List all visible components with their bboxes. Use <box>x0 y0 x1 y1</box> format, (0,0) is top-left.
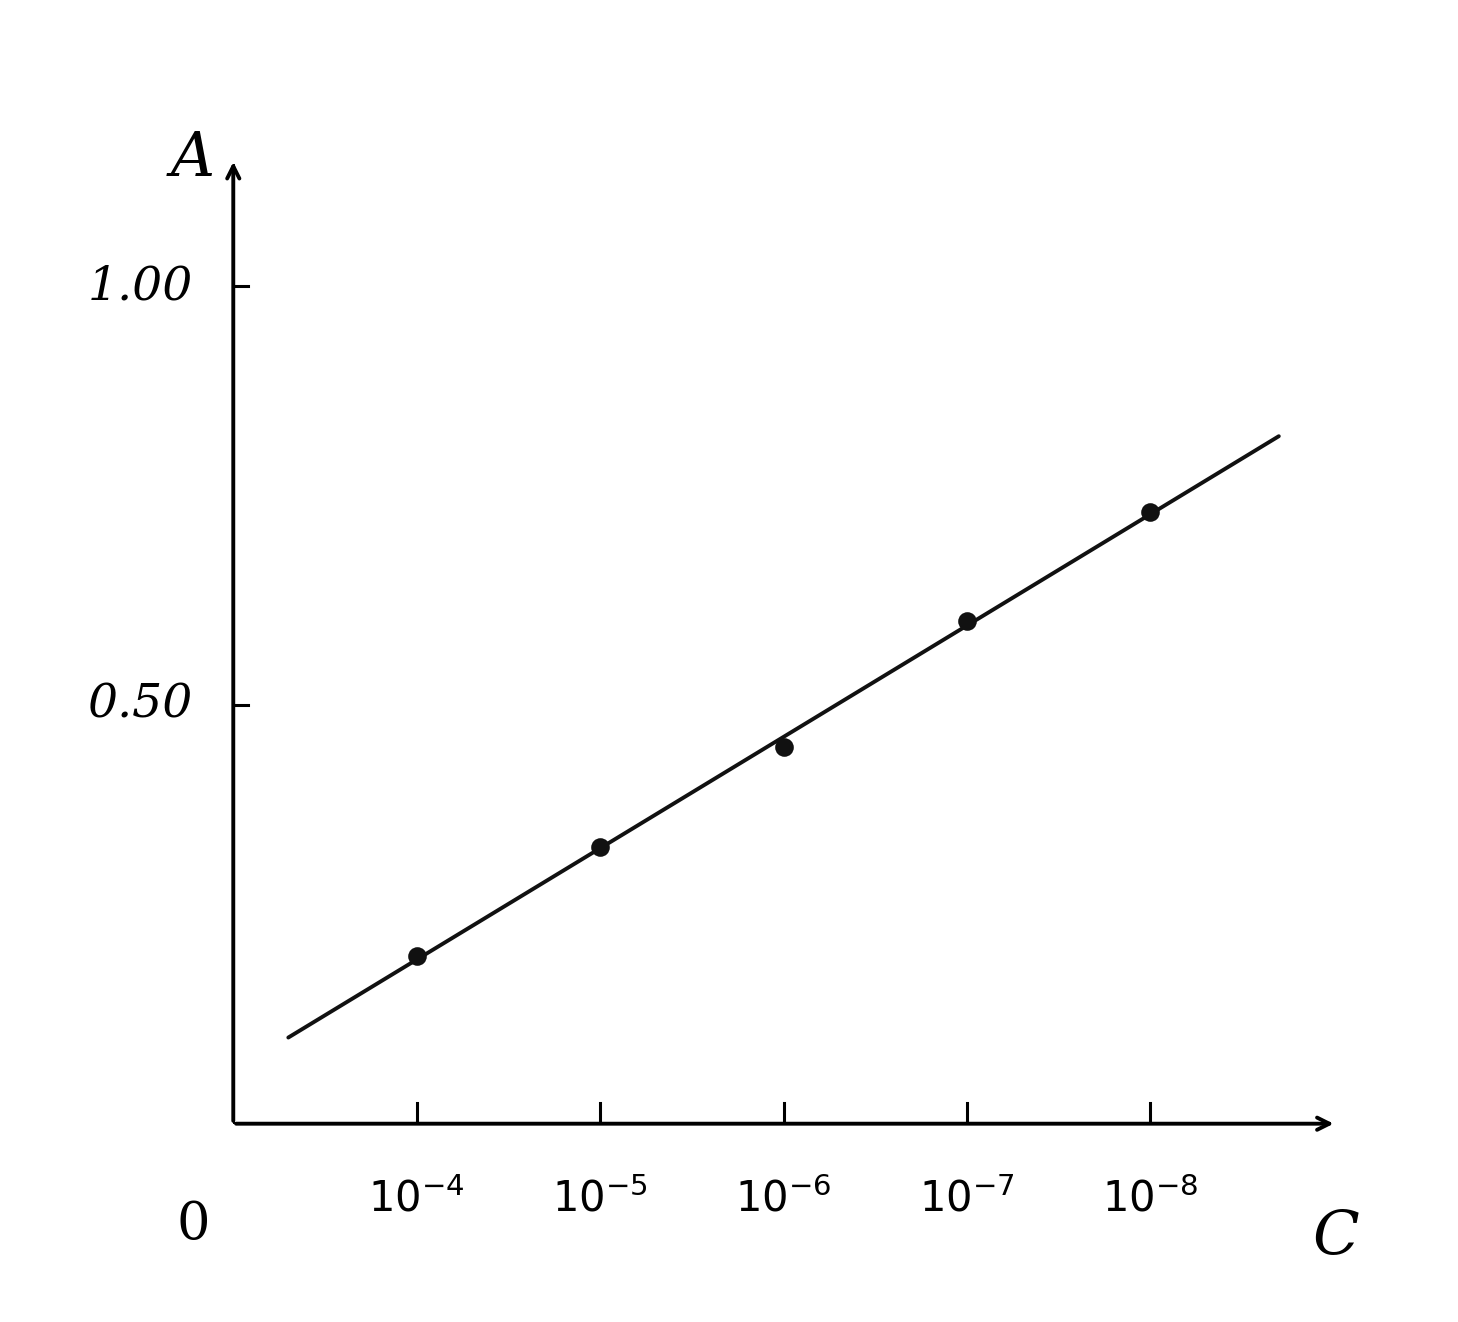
Point <box>405 945 429 966</box>
Text: $10^{-7}$: $10^{-7}$ <box>919 1178 1015 1220</box>
Point <box>589 837 612 858</box>
Text: 0.50: 0.50 <box>87 682 192 727</box>
Text: $10^{-8}$: $10^{-8}$ <box>1102 1178 1198 1220</box>
Text: $10^{-4}$: $10^{-4}$ <box>369 1178 465 1220</box>
Point <box>955 611 978 632</box>
Point <box>771 736 795 758</box>
Text: $10^{-5}$: $10^{-5}$ <box>553 1178 647 1220</box>
Text: C: C <box>1314 1207 1360 1268</box>
Text: 1.00: 1.00 <box>87 264 192 309</box>
Point <box>1139 502 1162 524</box>
Text: $10^{-6}$: $10^{-6}$ <box>735 1178 831 1220</box>
Text: A: A <box>171 130 214 189</box>
Text: 0: 0 <box>176 1199 210 1251</box>
